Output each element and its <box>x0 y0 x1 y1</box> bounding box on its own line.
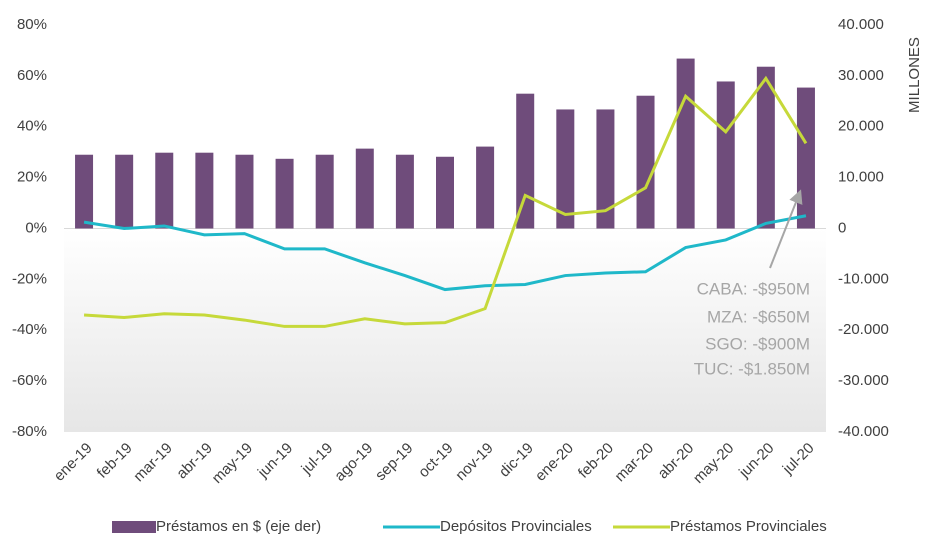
annotation: MZA: -$650M <box>707 307 810 326</box>
x-tick-label: ene-20 <box>532 440 577 485</box>
bar <box>636 95 655 229</box>
x-tick-label: sep-19 <box>372 440 416 484</box>
y2-tick-label: 20.000 <box>838 118 884 135</box>
line <box>83 75 808 328</box>
x-tick-label: may-19 <box>209 440 256 487</box>
bar <box>716 81 735 229</box>
y-tick-label: 80% <box>17 16 47 33</box>
bar <box>676 58 695 229</box>
bar <box>235 154 254 229</box>
x-tick-label: oct-19 <box>415 440 457 482</box>
y-tick-label: 40% <box>17 118 47 135</box>
annotation: TUC: -$1.850M <box>694 359 810 378</box>
y-tick-label: -20% <box>12 270 47 287</box>
bar <box>556 109 575 229</box>
bar <box>315 154 334 229</box>
legend-label: Depósitos Provinciales <box>440 518 592 535</box>
annotation-arrow <box>769 189 803 269</box>
x-tick-label: jul-20 <box>779 440 818 479</box>
bar <box>476 146 495 229</box>
bar <box>516 93 535 229</box>
y2-tick-label: -10.000 <box>838 270 889 287</box>
y-tick-label: -60% <box>12 372 47 389</box>
bar <box>436 156 454 229</box>
y-tick-label: -40% <box>12 321 47 338</box>
bar <box>355 148 374 229</box>
x-tick-label: ago-19 <box>331 440 376 485</box>
annotation: SGO: -$900M <box>705 334 810 353</box>
y-tick-label: 0% <box>25 219 47 236</box>
x-tick-label: dic-19 <box>496 440 537 481</box>
bar <box>395 154 414 229</box>
legend-label: Préstamos Provinciales <box>670 518 827 535</box>
y-tick-label: 60% <box>17 67 47 84</box>
bar <box>75 154 94 229</box>
bar <box>155 152 174 229</box>
negative-area <box>64 228 826 432</box>
bar <box>796 87 815 229</box>
x-tick-label: may-20 <box>690 440 737 487</box>
y2-tick-label: 0 <box>838 219 846 236</box>
y2-tick-label: 10.000 <box>838 169 884 186</box>
y-tick-label: -80% <box>12 423 47 440</box>
x-tick-label: feb-19 <box>94 440 136 482</box>
legend-swatch <box>112 521 156 533</box>
x-tick-label: mar-20 <box>612 440 658 486</box>
y2-tick-label: 30.000 <box>838 67 884 84</box>
bar <box>275 158 294 229</box>
x-tick-label: nov-19 <box>452 440 496 484</box>
x-tick-label: jun-20 <box>735 440 777 482</box>
x-tick-label: ene-19 <box>51 440 96 485</box>
y2-tick-label: -30.000 <box>838 372 889 389</box>
bar <box>756 66 775 229</box>
x-tick-label: mar-19 <box>130 440 176 486</box>
y2-tick-label: -40.000 <box>838 423 889 440</box>
bar <box>115 154 134 229</box>
annotation: CABA: -$950M <box>697 279 810 298</box>
bar <box>195 152 214 229</box>
legend-label: Préstamos en $ (eje der) <box>156 518 321 535</box>
x-tick-label: jun-19 <box>254 440 296 482</box>
y2-tick-label: -20.000 <box>838 321 889 338</box>
y2-tick-label: 40.000 <box>838 16 884 33</box>
line <box>83 214 807 292</box>
x-tick-label: feb-20 <box>575 440 617 482</box>
y-tick-label: 20% <box>17 169 47 186</box>
bar <box>596 109 615 229</box>
y2-axis-label: MILLONES <box>906 37 923 113</box>
